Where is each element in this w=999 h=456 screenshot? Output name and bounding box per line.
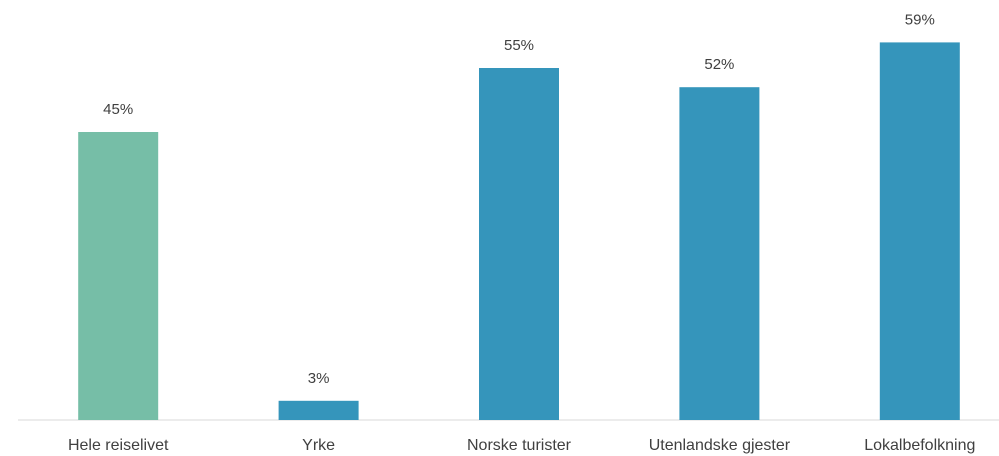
- value-label: 55%: [504, 37, 534, 54]
- x-tick-label: Utenlandske gjester: [649, 437, 791, 454]
- bar: [479, 68, 559, 420]
- value-label: 3%: [308, 370, 330, 387]
- bar: [879, 42, 960, 421]
- value-label: 45%: [103, 101, 133, 118]
- value-label: 52%: [704, 56, 734, 73]
- x-tick-label: Hele reiselivet: [68, 437, 169, 454]
- bar: [679, 87, 760, 420]
- x-tick-label: Norske turister: [467, 437, 572, 454]
- x-tick-label: Yrke: [302, 437, 335, 454]
- bar: [278, 400, 359, 420]
- x-tick-label: Lokalbefolkning: [864, 437, 975, 454]
- value-label: 59%: [905, 11, 935, 28]
- bar: [78, 132, 159, 420]
